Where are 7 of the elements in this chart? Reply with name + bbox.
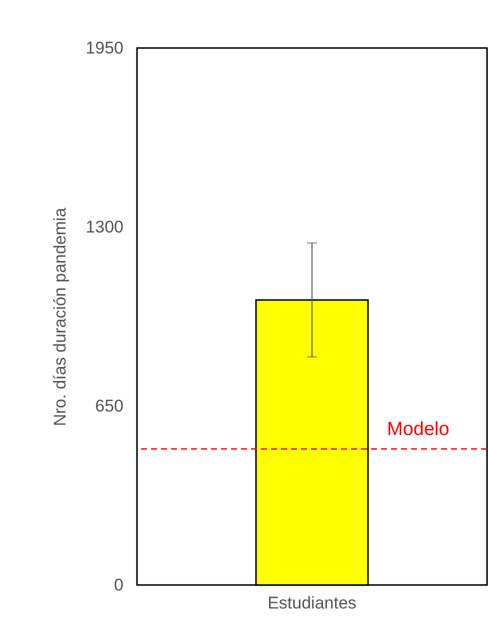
- y-tick-label: 650: [95, 396, 124, 416]
- y-tick-label: 1950: [86, 38, 124, 58]
- y-axis-title: Nro. días duración pandemia: [50, 207, 70, 426]
- ref-line-label: Modelo: [387, 418, 450, 440]
- x-tick-label: Estudiantes: [268, 594, 356, 612]
- y-tick-label: 0: [114, 576, 124, 594]
- y-tick-label: 1300: [86, 218, 124, 236]
